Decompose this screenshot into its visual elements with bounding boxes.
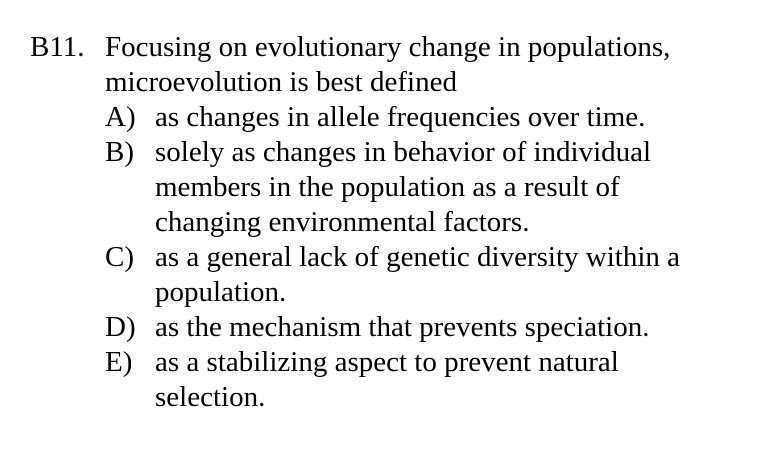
option-line: as the mechanism that prevents speciatio…	[155, 311, 650, 343]
option-line: as a general lack of genetic diversity w…	[155, 241, 681, 273]
answer-options: A) as changes in allele frequencies over…	[30, 100, 760, 415]
option-c: C) as a general lack of genetic diversit…	[105, 240, 760, 310]
option-text: solely as changes in behavior of individ…	[155, 135, 760, 240]
option-text: as changes in allele frequencies over ti…	[155, 100, 760, 135]
option-a: A) as changes in allele frequencies over…	[105, 100, 760, 135]
question-stem: Focusing on evolutionary change in popul…	[105, 30, 760, 100]
question-block: B11. Focusing on evolutionary change in …	[30, 30, 760, 415]
option-letter: C)	[105, 241, 134, 273]
question-number: B11.	[30, 31, 85, 63]
stem-line: microevolution is best defined	[105, 66, 457, 98]
option-text: as a stabilizing aspect to prevent natur…	[155, 345, 760, 415]
option-line: solely as changes in behavior of individ…	[155, 136, 652, 168]
option-line: as changes in allele frequencies over ti…	[155, 101, 646, 133]
stem-line: Focusing on evolutionary change in popul…	[105, 31, 671, 63]
option-line: selection.	[155, 381, 266, 413]
option-b: B) solely as changes in behavior of indi…	[105, 135, 760, 240]
question-stem-row: B11. Focusing on evolutionary change in …	[30, 30, 760, 100]
option-letter: B)	[105, 136, 134, 168]
option-letter: A)	[105, 101, 136, 133]
option-line: members in the population as a result of	[155, 171, 620, 203]
option-e: E) as a stabilizing aspect to prevent na…	[105, 345, 760, 415]
option-letter: D)	[105, 311, 136, 343]
option-line: population.	[155, 276, 287, 308]
option-line: changing environmental factors.	[155, 206, 530, 238]
option-d: D) as the mechanism that prevents specia…	[105, 310, 760, 345]
option-text: as a general lack of genetic diversity w…	[155, 240, 760, 310]
option-letter: E)	[105, 346, 133, 378]
option-line: as a stabilizing aspect to prevent natur…	[155, 346, 619, 378]
option-text: as the mechanism that prevents speciatio…	[155, 310, 760, 345]
